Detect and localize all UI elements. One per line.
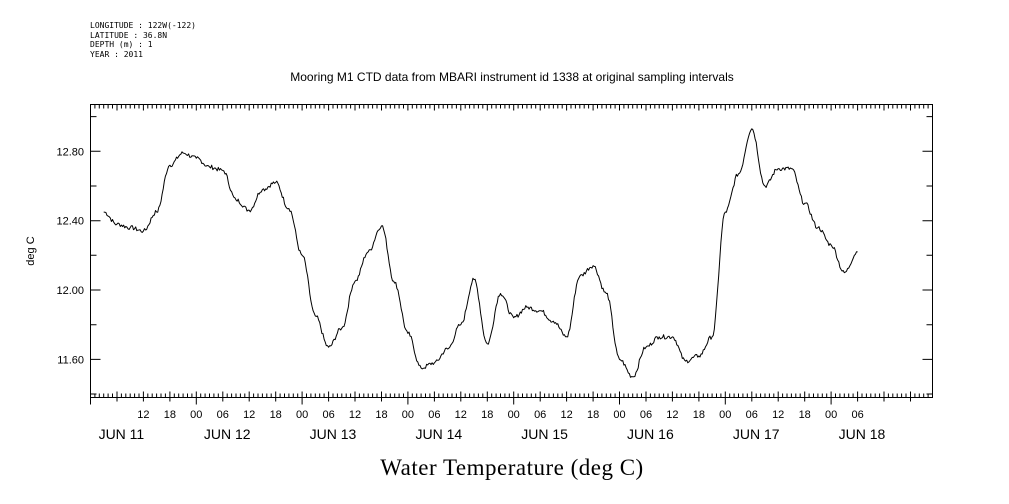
hour-label: 12 [455,409,467,421]
hour-label: 00 [190,409,202,421]
hour-label: 18 [270,409,282,421]
day-labels: JUN 11 JUN 12 JUN 13 JUN 14 JUN 15 JUN 16 JUN … [99,426,886,442]
water-temperature-line [103,128,858,378]
latitude-label: LATITUDE : 36.8N [90,30,168,40]
hour-label: 18 [693,409,705,421]
hour-label: 00 [296,409,308,421]
x-axis-title: Water Temperature (deg C) [380,455,643,480]
hour-label: 18 [799,409,811,421]
hour-label: 06 [534,409,546,421]
longitude-label: LONGITUDE : 122W(-122) [90,21,196,30]
depth-label: DEPTH (m) : 1 [90,40,153,49]
day-label: JUN 12 [204,426,251,442]
hour-label: 12 [137,409,149,421]
hour-label: 00 [613,409,625,421]
hour-label: 12 [560,409,572,421]
hour-label: 18 [481,409,493,421]
day-label: JUN 13 [310,426,357,442]
y-tick-label: 12.80 [56,146,84,158]
year-label: YEAR : 2011 [90,49,143,59]
y-tick-label: 11.60 [57,354,84,366]
x-minor-ticks [90,104,933,405]
y-tick-label: 12.00 [56,285,84,297]
day-label: JUN 14 [415,426,462,442]
y-axis-labels: 11.60 12.00 12.40 12.80 [56,146,84,366]
hour-label: 12 [772,409,784,421]
hour-label: 06 [428,409,440,421]
hour-label: 18 [164,409,176,421]
hour-label: 06 [322,409,334,421]
chart-title: Mooring M1 CTD data from MBARI instrumen… [290,70,734,84]
hour-label: 18 [375,409,387,421]
hour-tick-marks [90,104,933,405]
hour-label: 00 [402,409,414,421]
hour-label: 00 [825,409,837,421]
day-label: JUN 16 [627,426,674,442]
plot-frame [90,104,933,398]
hour-label: 06 [640,409,652,421]
day-label: JUN 17 [733,426,780,442]
hour-label: 12 [666,409,678,421]
hour-label: 00 [719,409,731,421]
hour-label: 06 [746,409,758,421]
day-label: JUN 11 [99,426,145,442]
day-label: JUN 18 [839,426,886,442]
hour-label: 06 [851,409,863,421]
station-metadata: LONGITUDE : 122W(-122) LATITUDE : 36.8N … [90,21,196,59]
hour-label: 12 [243,409,255,421]
hour-tick-labels: 12 18 00 06 12 18 00 06 12 18 00 06 12 18 00 06 12 18 00 06… [137,409,863,421]
y-tick-label: 12.40 [56,216,84,228]
y-axis-ticks [90,116,933,395]
hour-label: 00 [508,409,520,421]
hour-label: 06 [217,409,229,421]
day-label: JUN 15 [521,426,568,442]
hour-label: 12 [349,409,361,421]
hour-label: 18 [587,409,599,421]
y-axis-title: deg C [25,236,37,265]
